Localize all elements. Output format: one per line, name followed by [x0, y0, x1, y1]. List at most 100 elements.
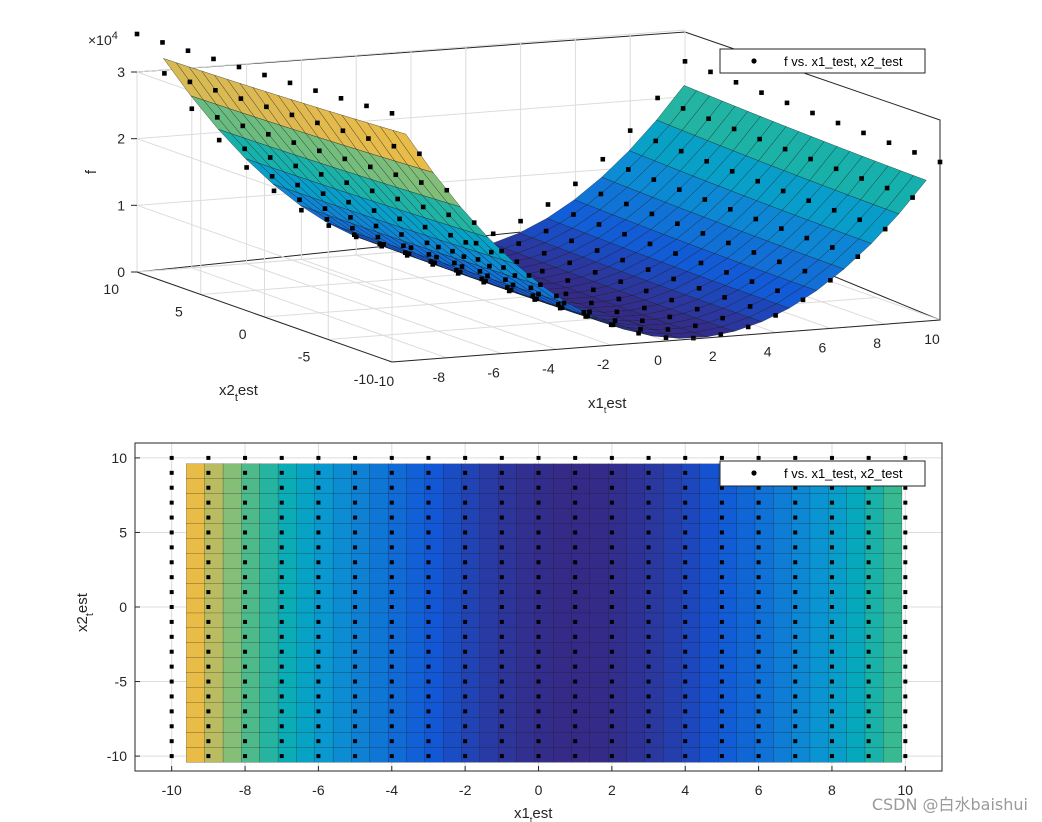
- heatmap-cell: [663, 672, 682, 688]
- data-marker-3d: [581, 310, 587, 315]
- data-marker-3d: [516, 241, 521, 246]
- heatmap-cell: [626, 747, 646, 763]
- data-marker-2d: [683, 709, 688, 714]
- data-marker-2d: [646, 545, 651, 550]
- data-marker-2d: [683, 470, 688, 475]
- data-marker-2d: [756, 724, 761, 729]
- heatmap-cell: [332, 732, 352, 748]
- data-marker-2d: [426, 754, 431, 759]
- data-marker-2d: [389, 664, 394, 669]
- heatmap-cell: [296, 523, 316, 539]
- heatmap-cell: [516, 568, 536, 584]
- heatmap-cell: [332, 493, 352, 510]
- heatmap-cell: [883, 672, 903, 688]
- data-marker-2d: [609, 739, 614, 744]
- data-marker-3d: [426, 252, 432, 257]
- data-marker-3d: [338, 96, 344, 101]
- heatmap-cell: [479, 463, 499, 480]
- heatmap-cell: [259, 627, 279, 644]
- heatmap-cell: [883, 687, 903, 703]
- data-marker-3d: [510, 282, 516, 288]
- data-marker-2d: [829, 634, 834, 639]
- heatmap-cell: [699, 687, 719, 703]
- heatmap-cell: [332, 553, 352, 569]
- heatmap-cell: [222, 657, 242, 674]
- data-marker-2d: [169, 575, 174, 580]
- heatmap-cell: [516, 657, 536, 674]
- data-marker-2d: [646, 500, 651, 505]
- data-marker-2d: [463, 619, 468, 624]
- data-marker-2d: [536, 575, 541, 580]
- data-marker-3d: [694, 306, 700, 312]
- heatmap-cell: [259, 478, 279, 495]
- data-marker-3d: [340, 128, 346, 134]
- data-marker-2d: [463, 724, 468, 729]
- data-marker-2d: [829, 605, 834, 609]
- data-marker-2d: [683, 515, 688, 520]
- heatmap-cell: [626, 553, 646, 569]
- data-marker-2d: [536, 545, 541, 550]
- data-marker-2d: [426, 724, 431, 729]
- data-marker-2d: [499, 664, 504, 669]
- data-marker-2d: [426, 470, 431, 475]
- data-marker-3d: [557, 305, 563, 311]
- heatmap-cell: [883, 597, 903, 614]
- data-marker-2d: [719, 605, 724, 609]
- y-tick-3d-4: -10: [354, 371, 374, 387]
- heatmap-cell: [883, 493, 903, 510]
- heatmap-cell: [222, 597, 242, 614]
- heatmap-cell: [663, 747, 682, 763]
- data-marker-2d: [389, 709, 394, 714]
- heatmap-cell: [809, 702, 829, 718]
- data-marker-2d: [683, 560, 688, 565]
- data-marker-2d: [903, 545, 908, 550]
- data-marker-3d: [645, 267, 651, 272]
- data-marker-2d: [793, 455, 798, 460]
- data-marker-2d: [169, 724, 174, 729]
- heatmap-cell: [296, 627, 316, 644]
- data-marker-2d: [536, 709, 541, 714]
- data-marker-3d: [477, 269, 483, 274]
- heatmap-cell: [479, 508, 499, 524]
- heatmap-cell: [516, 583, 536, 599]
- data-marker-2d: [719, 724, 724, 729]
- data-marker-2d: [353, 470, 358, 475]
- heatmap-cell: [406, 627, 426, 644]
- data-marker-2d: [463, 679, 468, 684]
- data-marker-3d: [835, 120, 841, 126]
- data-marker-2d: [683, 575, 688, 580]
- data-marker-3d: [627, 128, 633, 133]
- data-marker-3d: [455, 271, 461, 276]
- heatmap-cell: [222, 687, 242, 703]
- heatmap-cell: [259, 583, 279, 599]
- heatmap-cell: [699, 463, 719, 480]
- y-axis-label-2d: x2test: [74, 592, 96, 632]
- heatmap-cell: [406, 642, 426, 659]
- data-marker-3d: [352, 232, 357, 238]
- heatmap-cell: [699, 493, 719, 510]
- data-marker-2d: [719, 664, 724, 669]
- data-marker-2d: [463, 560, 468, 565]
- data-marker-2d: [426, 485, 431, 490]
- heatmap-cell: [332, 687, 352, 703]
- heatmap-cell: [443, 538, 462, 554]
- heatmap-cell: [186, 538, 206, 554]
- data-marker-3d: [313, 88, 318, 93]
- data-marker-2d: [463, 590, 468, 595]
- heatmap-cell: [259, 642, 279, 659]
- heatmap-cell: [736, 597, 756, 614]
- data-marker-2d: [353, 619, 358, 624]
- heatmap-cell: [553, 687, 572, 703]
- heatmap-cell: [589, 523, 609, 539]
- heatmap-cell: [773, 732, 793, 748]
- heatmap-cell: [699, 568, 719, 584]
- data-marker-2d: [609, 634, 614, 639]
- heatmap-cell: [736, 657, 756, 674]
- heatmap-cell: [443, 687, 462, 703]
- y-tick-3d-3: -5: [298, 349, 311, 365]
- heatmap-cell: [406, 463, 426, 480]
- data-marker-2d: [683, 694, 688, 699]
- data-marker-2d: [426, 545, 431, 550]
- data-marker-2d: [793, 694, 798, 699]
- heatmap-cell: [626, 732, 646, 748]
